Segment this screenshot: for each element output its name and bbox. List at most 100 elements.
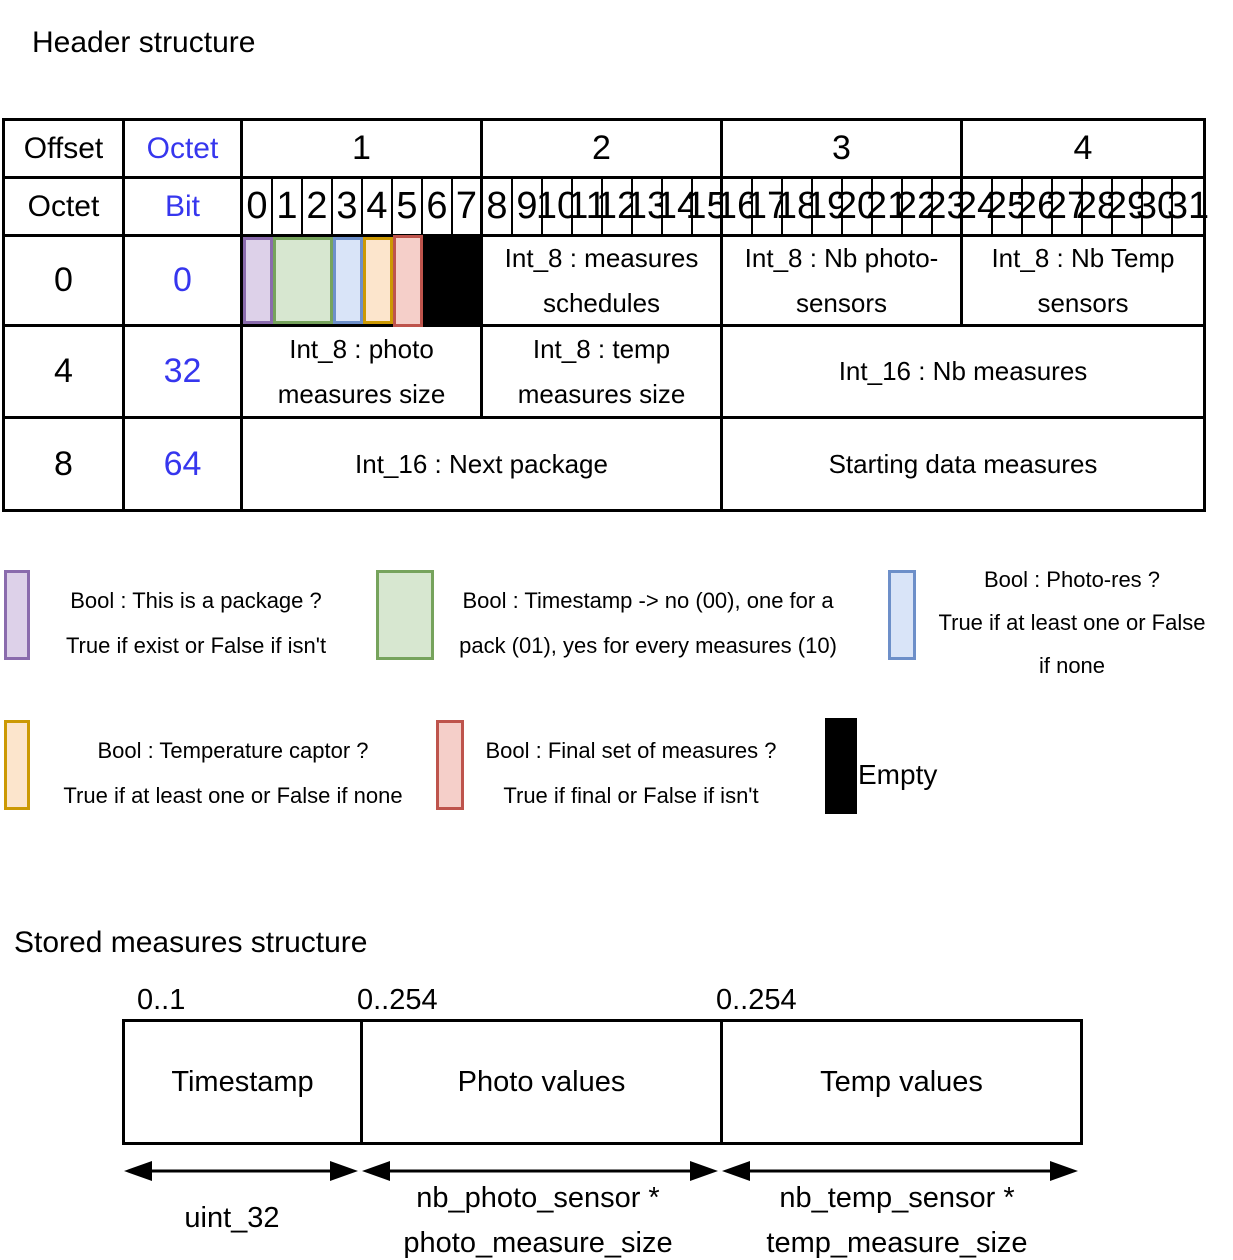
- octet-row2-label: Octet: [5, 179, 125, 237]
- size-label-uint32: uint_32: [132, 1196, 332, 1241]
- row-bit-offset-value: 0: [125, 237, 243, 327]
- bit-number-cell: 15: [685, 179, 728, 237]
- stored-field-timestamp: Timestamp: [125, 1022, 360, 1142]
- bit-number-cell: 30: [1136, 179, 1178, 237]
- field-cell: Int_16 : Next package: [243, 419, 723, 509]
- range-label-temp: 0..254: [716, 984, 797, 1016]
- stored-field-temp-values: Temp values: [720, 1022, 1080, 1142]
- bit-number-cell: 0: [243, 179, 273, 237]
- legend-swatch-empty: [825, 718, 857, 814]
- legend-swatch-package: [4, 570, 30, 660]
- size-line: temp_measure_size: [766, 1227, 1028, 1259]
- bit-number-cell: 2: [303, 179, 333, 237]
- bit-number-cell: 3: [333, 179, 363, 237]
- blue-bit-cell: [333, 237, 363, 327]
- row-offset-value: 0: [5, 237, 125, 327]
- field-cell: Int_8 : photo measures size: [243, 327, 483, 419]
- legend-swatch-finalset: [436, 720, 464, 810]
- legend-line: Bool : Photo-res ?: [983, 567, 1161, 592]
- bit-number-cell: 26: [1016, 179, 1058, 237]
- octet-header-cell: 2: [483, 121, 723, 179]
- header-structure-title: Header structure: [32, 26, 256, 59]
- size-line: photo_measure_size: [403, 1227, 673, 1259]
- size-label-temp: nb_temp_sensor * temp_measure_size: [727, 1176, 1067, 1260]
- bit-number-cell: 28: [1076, 179, 1118, 237]
- bit-number-cell: 23: [925, 179, 968, 237]
- legend-swatch-temperature: [4, 720, 30, 810]
- bit-number-cell: 22: [896, 179, 938, 237]
- stored-field-photo-values: Photo values: [360, 1022, 720, 1142]
- bit-number-cell: 12: [596, 179, 638, 237]
- bit-number-cell: 21: [866, 179, 908, 237]
- bit-number-cell: 5: [393, 179, 423, 237]
- bit-number-cell: 18: [776, 179, 818, 237]
- octet-header-cell: 4: [963, 121, 1203, 179]
- bit-number-cell: 16: [716, 179, 758, 237]
- legend-line: True if exist or False if isn't: [65, 633, 327, 658]
- header-table: Offset Octet 1 2 3 4 Octet Bit 0 1 2 3 4 5 6 7 8 9 10 11 12 1…: [2, 118, 1209, 512]
- bit-number-cell: 31: [1167, 179, 1209, 237]
- bit-number-cell: 13: [626, 179, 668, 237]
- row-offset-value: 8: [5, 419, 125, 509]
- legend-line: True if final or False if isn't: [503, 783, 759, 808]
- legend-swatch-photores: [888, 570, 916, 660]
- red-bit-cell: [393, 234, 423, 327]
- bit-number-cell: 11: [567, 179, 607, 237]
- stored-fields-row: Timestamp Photo values Temp values: [122, 1019, 1083, 1145]
- octet-header-cell: 1: [243, 121, 483, 179]
- red-flag-box: [393, 234, 423, 327]
- offset-header: Offset: [5, 121, 125, 179]
- field-cell: Int_8 : Nb Temp sensors: [963, 237, 1203, 327]
- row-offset-value: 4: [5, 327, 125, 419]
- bit-number-cell: 27: [1046, 179, 1088, 237]
- bit-number-cell: 14: [656, 179, 698, 237]
- bit-number-cell: 7: [453, 179, 483, 237]
- size-label-photo: nb_photo_sensor * photo_measure_size: [368, 1176, 708, 1260]
- legend-text-photores: Bool : Photo-res ? True if at least one …: [916, 558, 1228, 687]
- legend-line: Bool : Temperature captor ?: [97, 738, 369, 763]
- legend-line: Bool : Final set of measures ?: [485, 738, 777, 763]
- range-label-photo: 0..254: [357, 984, 438, 1016]
- legend-text-empty: Empty: [858, 752, 968, 797]
- legend-text-timestamp: Bool : Timestamp -> no (00), one for a p…: [436, 578, 860, 668]
- octet-header: Octet: [125, 121, 243, 179]
- bit-number-cell: 4: [363, 179, 393, 237]
- black-bit-cell: [423, 237, 483, 327]
- legend-text-finalset: Bool : Final set of measures ? True if f…: [466, 728, 796, 818]
- legend-line: pack (01), yes for every measures (10): [459, 633, 837, 658]
- bit-number-cell: 17: [746, 179, 788, 237]
- size-line: nb_temp_sensor *: [779, 1182, 1015, 1214]
- purple-flag-box: [243, 237, 273, 324]
- bit-number-cell: 9: [513, 179, 543, 237]
- green-bit-cell: [273, 237, 333, 327]
- bit-number-cell: 6: [423, 179, 453, 237]
- legend-line: True if at least one or False if none: [63, 783, 403, 808]
- row-bit-offset-value: 32: [125, 327, 243, 419]
- row-bit-offset-value: 64: [125, 419, 243, 509]
- bit-number-cell: 1: [273, 179, 303, 237]
- bit-number-cell: 10: [536, 179, 578, 237]
- legend-text-temperature: Bool : Temperature captor ? True if at l…: [38, 728, 428, 818]
- field-cell: Int_8 : measures schedules: [483, 237, 723, 327]
- bit-header: Bit: [125, 179, 243, 237]
- green-flag-box: [273, 237, 333, 324]
- bit-number-cell: 24: [956, 179, 998, 237]
- bit-number-cell: 29: [1106, 179, 1148, 237]
- legend-line: Bool : Timestamp -> no (00), one for a: [462, 588, 834, 613]
- purple-bit-cell: [243, 237, 273, 327]
- legend-line: Bool : This is a package ?: [70, 588, 322, 613]
- orange-flag-box: [363, 237, 393, 324]
- bit-number-cell: 25: [986, 179, 1028, 237]
- bit-number-cell: 19: [806, 179, 848, 237]
- field-cell: Int_8 : Nb photo-sensors: [723, 237, 963, 327]
- bit-number-cell: 8: [483, 179, 513, 237]
- legend-text-package: Bool : This is a package ? True if exist…: [40, 578, 352, 668]
- octet-header-cell: 3: [723, 121, 963, 179]
- size-line: nb_photo_sensor *: [416, 1182, 660, 1214]
- field-cell: Int_8 : temp measures size: [483, 327, 723, 419]
- size-line: uint_32: [184, 1202, 280, 1234]
- legend-line: True if at least one or False: [938, 610, 1206, 635]
- legend-line: Empty: [858, 759, 938, 790]
- range-label-timestamp: 0..1: [137, 984, 186, 1016]
